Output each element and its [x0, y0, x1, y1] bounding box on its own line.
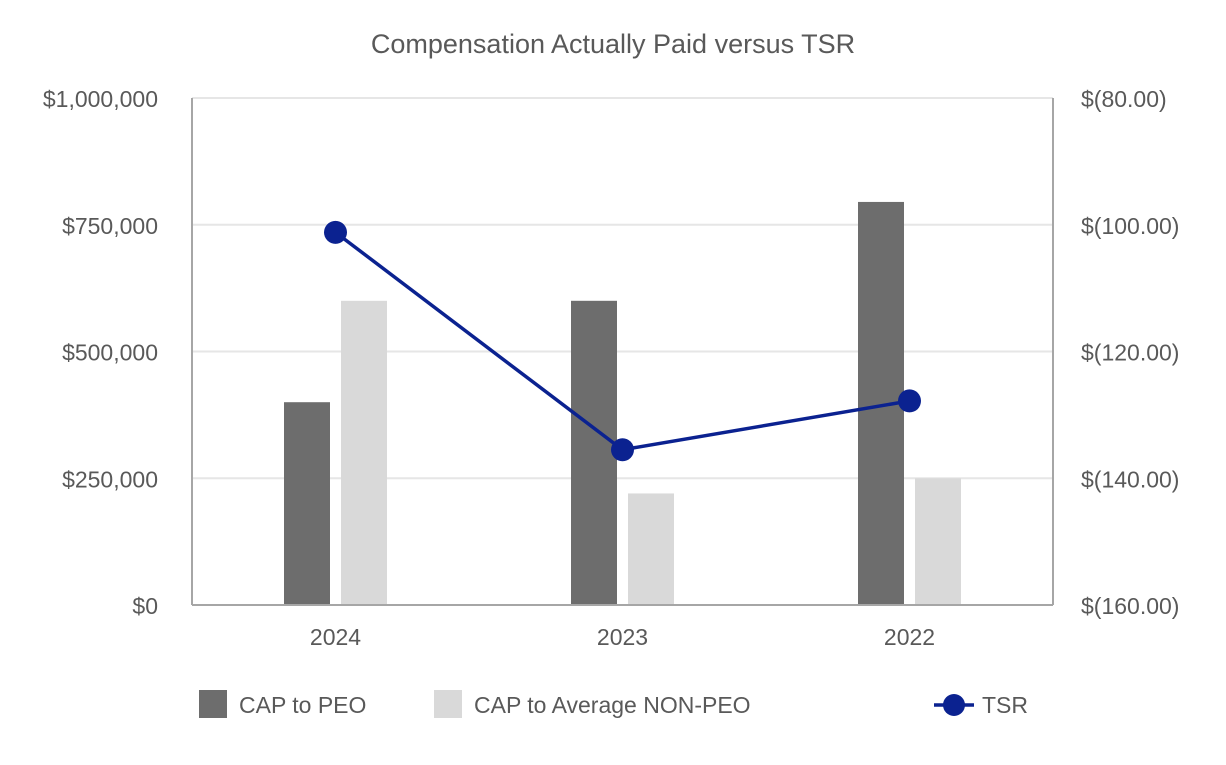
left-tick-label: $250,000: [62, 466, 158, 492]
left-tick-label: $0: [132, 593, 158, 619]
tsr-line: [334, 230, 910, 452]
bar-cap-peo: [571, 300, 617, 605]
left-tick-label: $1,000,000: [43, 86, 158, 112]
tsr-point: [611, 438, 634, 462]
legend-label-cap-peo: CAP to PEO: [239, 692, 366, 718]
bar-cap-non-peo: [341, 300, 387, 605]
bar-cap-non-peo: [915, 478, 961, 605]
right-tick-label: $(160.00): [1081, 593, 1179, 619]
bar-cap-peo: [284, 402, 330, 605]
chart-title: Compensation Actually Paid versus TSR: [371, 29, 855, 59]
right-tick-label: $(120.00): [1081, 340, 1179, 366]
right-tick-label: $(100.00): [1081, 213, 1179, 239]
legend-swatch-cap-peo: [199, 690, 227, 718]
left-tick-label: $750,000: [62, 213, 158, 239]
legend-swatch-tsr-marker: [943, 694, 965, 716]
tsr-point: [898, 389, 921, 413]
bar-cap-non-peo: [628, 493, 674, 605]
x-axis-ticks: 2024 2023 2022: [310, 624, 935, 650]
tsr-point: [324, 220, 347, 244]
x-tick-label: 2022: [884, 624, 935, 650]
axes: [191, 98, 1054, 606]
left-tick-label: $500,000: [62, 340, 158, 366]
right-axis-ticks: $(160.00) $(140.00) $(120.00) $(100.00) $(80…: [1081, 86, 1179, 619]
legend-label-cap-non-peo: CAP to Average NON-PEO: [474, 692, 751, 718]
right-tick-label: $(140.00): [1081, 466, 1179, 492]
legend: CAP to PEO CAP to Average NON-PEO TSR: [199, 690, 1028, 718]
legend-swatch-cap-non-peo: [434, 690, 462, 718]
tsr-line-series: [324, 220, 921, 462]
legend-label-tsr: TSR: [982, 692, 1028, 718]
bars: [284, 201, 961, 605]
x-tick-label: 2024: [310, 624, 361, 650]
x-tick-label: 2023: [597, 624, 648, 650]
left-axis-ticks: $0 $250,000 $500,000 $750,000 $1,000,000: [43, 86, 158, 619]
right-tick-label: $(80.00): [1081, 86, 1167, 112]
